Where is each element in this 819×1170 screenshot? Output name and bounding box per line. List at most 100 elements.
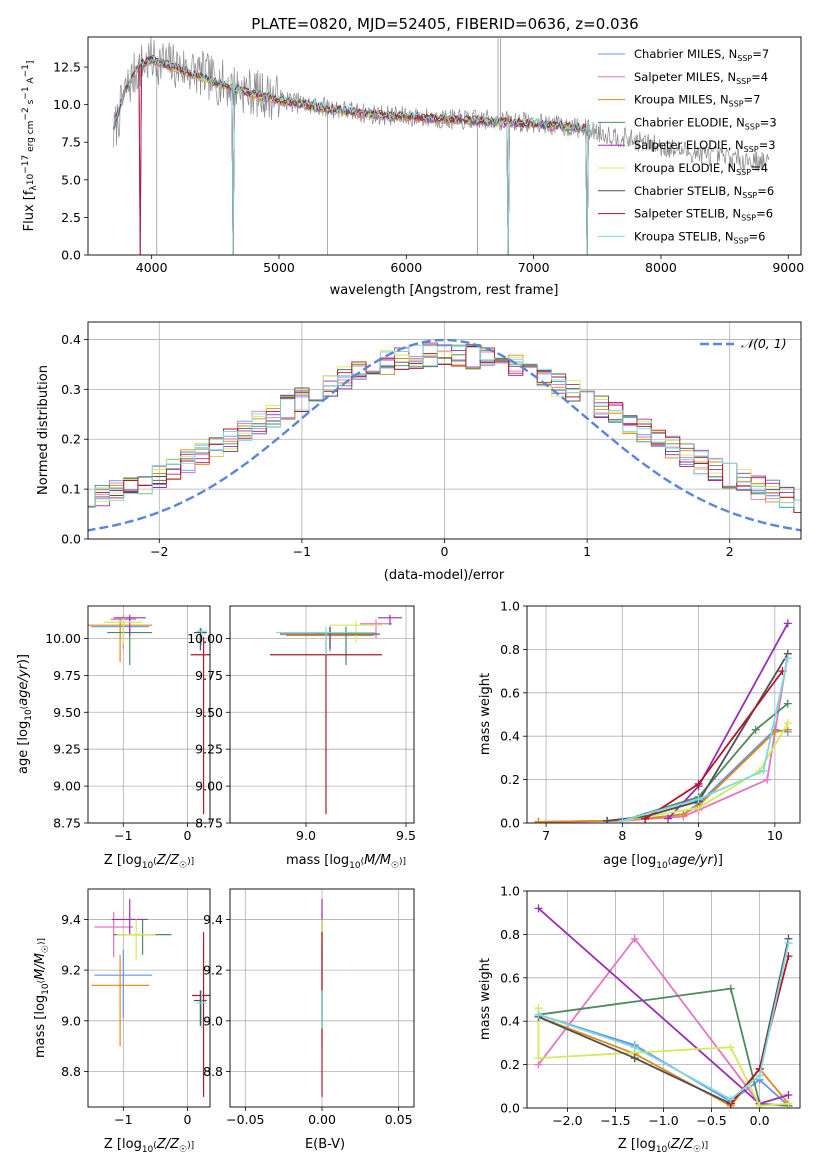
x-tick-label: 2	[726, 544, 734, 559]
y-tick-label: 9.2	[203, 963, 223, 978]
mass-weight-marker	[534, 817, 543, 823]
legend-model-name: Kroupa ELODIE, N	[634, 161, 736, 175]
x-axis-label: Z [log10(Z/Z☉)]	[618, 1137, 708, 1155]
label-part: (	[153, 857, 157, 867]
label-part: 10	[349, 861, 361, 871]
legend-subscript: SSP	[742, 191, 757, 200]
label-part: M/M	[364, 853, 391, 868]
gaussian-reference-curve	[88, 338, 801, 532]
y-tick-label: 7.5	[61, 135, 81, 150]
x-tick-label: −0.5	[696, 1113, 726, 1128]
label-part: ]	[26, 61, 36, 65]
legend-subscript: SSP	[734, 236, 749, 245]
label-part: ☉	[693, 1145, 701, 1155]
y-tick-label: 8.8	[203, 1064, 223, 1079]
label-part: age/yr	[16, 662, 31, 705]
legend-subscript: SSP	[745, 122, 760, 131]
label-part: mass weight	[478, 958, 493, 1040]
residual-histogram	[88, 343, 801, 508]
label-part: erg cm	[26, 121, 36, 155]
legend-count: =4	[751, 161, 768, 175]
legend-model-name: Kroupa STELIB, N	[634, 229, 734, 243]
y-tick-label: 0.0	[61, 248, 81, 263]
axes-frame	[229, 605, 415, 824]
x-axis-label: age [log10(age/yr)]	[603, 853, 723, 871]
y-axis-label: mass weight	[478, 673, 493, 755]
mass-weight-marker	[784, 1099, 793, 1108]
age-vs-mass-panel: 9.0 9.5 8.75 9.00 9.25 9.50 9.75 10.00 mass [log…	[187, 605, 416, 871]
mass-weight-marker	[784, 939, 793, 948]
mass-weight-marker	[694, 795, 703, 804]
label-part: 10	[142, 861, 154, 871]
label-part: )]	[187, 857, 194, 867]
legend-entry: Kroupa STELIB, NSSP=6	[634, 229, 765, 245]
mass-weight-marker	[726, 984, 735, 993]
label-part: λ	[29, 185, 39, 191]
y-axis-label: age [log10(age/yr)]	[16, 654, 34, 774]
legend-entry: Salpeter ELODIE, NSSP=3	[634, 138, 776, 154]
mass-weight-marker	[751, 725, 760, 734]
y-tick-label: 0.2	[61, 432, 81, 447]
residual-histogram	[88, 342, 801, 508]
mass-weight-line	[606, 653, 789, 822]
y-tick-label: 1.0	[500, 884, 520, 899]
y-tick-label: 0.0	[500, 1101, 520, 1116]
legend-model-name: Kroupa MILES, N	[634, 93, 729, 107]
legend-count: =7	[744, 93, 761, 107]
plot-area	[230, 889, 414, 1107]
y-tick-label: 9.4	[61, 912, 81, 927]
x-axis-label: Z [log10(Z/Z☉)]	[104, 853, 194, 871]
figure-title: PLATE=0820, MJD=52405, FIBERID=0636, z=0…	[251, 15, 638, 33]
label-part: mass [	[286, 853, 329, 868]
mass-weight-marker	[679, 810, 688, 819]
mass-weight-marker	[630, 934, 639, 943]
x-tick-label: 0	[184, 1112, 192, 1127]
y-tick-label: 9.75	[195, 668, 223, 683]
x-axis-label: Z [log10(Z/Z☉)]	[104, 1137, 194, 1155]
x-axis-label: wavelength [Angstrom, rest frame]	[330, 283, 559, 298]
label-part: 10	[656, 861, 668, 871]
mass-weight-line	[622, 657, 789, 822]
mass-weight-marker	[603, 816, 612, 823]
x-tick-label: −2	[150, 544, 168, 559]
label-part: log	[33, 995, 48, 1015]
model-spectrum-line	[113, 55, 590, 255]
legend-model-name: Salpeter STELIB, N	[634, 207, 741, 221]
legend-count: =7	[752, 47, 769, 61]
label-part: ☉	[179, 861, 187, 871]
x-tick-label: 6000	[390, 260, 422, 275]
x-tick-label: 9.5	[396, 828, 416, 843]
legend-entry: Chabrier MILES, NSSP=7	[634, 47, 769, 63]
x-tick-label: 5000	[263, 260, 295, 275]
label-part: A	[26, 77, 36, 87]
model-spectrum-line	[113, 55, 591, 255]
x-tick-label: 0.00	[308, 1112, 336, 1127]
label-part: 10	[24, 709, 34, 721]
plot-area	[527, 891, 800, 1108]
y-tick-label: 0.2	[500, 1057, 520, 1072]
label-part: (	[20, 706, 30, 710]
plot-area	[230, 606, 414, 823]
y-tick-label: 0.2	[500, 772, 520, 787]
label-part: (	[361, 857, 365, 867]
mass-weight-marker	[783, 619, 792, 628]
y-tick-label: 0.4	[500, 729, 520, 744]
x-tick-label: −1	[114, 1112, 132, 1127]
mass-weight-marker	[755, 1101, 764, 1108]
x-tick-label: −1.0	[648, 1113, 678, 1128]
y-tick-label: 8.75	[195, 816, 223, 831]
x-axis-label: (data-model)/error	[384, 568, 505, 583]
residual-histogram	[88, 346, 801, 513]
x-tick-label: 1	[583, 544, 591, 559]
label-part: 10	[26, 174, 36, 186]
plot-area	[88, 322, 801, 539]
mass-weight-marker	[783, 654, 792, 663]
label-part: ☉	[179, 1145, 187, 1155]
model-spectrum-line	[113, 58, 591, 255]
label-part: log	[122, 853, 142, 868]
legend-subscript: SSP	[741, 214, 756, 223]
label-part: age/yr	[671, 853, 714, 868]
x-tick-label: −2.0	[552, 1113, 582, 1128]
legend-model-name: Chabrier ELODIE, N	[634, 115, 745, 129]
